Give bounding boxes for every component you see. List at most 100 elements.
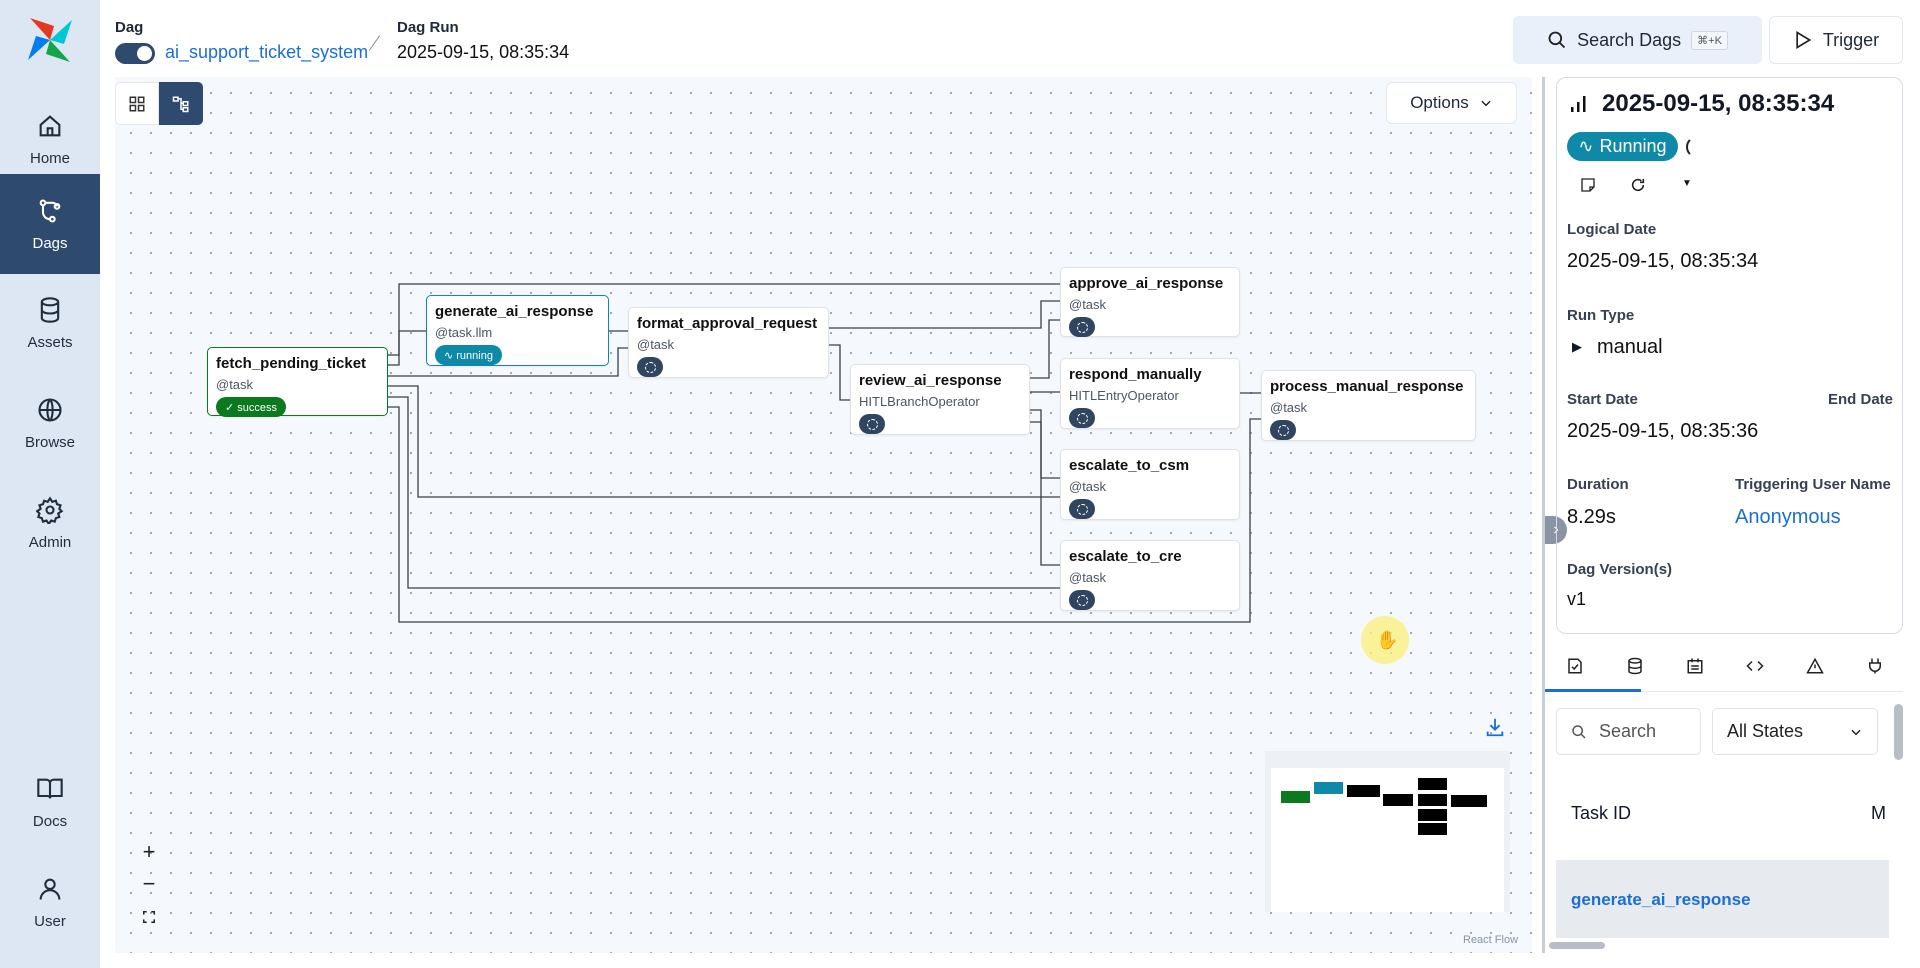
minimap-node xyxy=(1383,794,1413,806)
book-icon xyxy=(37,778,63,799)
task-node-respond-manually[interactable]: respond_manually HITLEntryOperator xyxy=(1060,358,1240,429)
table-row[interactable]: generate_ai_response xyxy=(1556,860,1889,938)
gear-icon xyxy=(36,495,64,524)
task-id-link[interactable]: generate_ai_response xyxy=(1571,890,1751,909)
state-badge-none xyxy=(1270,420,1296,440)
triggering-user-link[interactable]: Anonymous xyxy=(1735,506,1841,528)
task-node-approve-ai-response[interactable]: approve_ai_response @task xyxy=(1060,267,1240,337)
sidebar-item-admin[interactable]: Admin xyxy=(0,473,100,573)
loading-spinner xyxy=(1686,136,1708,158)
plug-icon xyxy=(1869,658,1881,674)
shortcut-hint: ⌘+K xyxy=(1691,30,1728,50)
sidebar-item-assets[interactable]: Assets xyxy=(0,273,100,373)
sidebar: Home Dags Assets Browse Admin Docs User xyxy=(0,0,100,968)
task-node-escalate-to-cre[interactable]: escalate_to_cre @task xyxy=(1060,540,1240,611)
cursor-highlight xyxy=(1361,616,1409,664)
user-icon xyxy=(39,878,61,900)
triggering-user-label: Triggering User Name xyxy=(1735,476,1891,493)
airflow-logo[interactable] xyxy=(26,16,74,64)
task-node-format-approval-request[interactable]: format_approval_request @task xyxy=(628,307,829,378)
dag-label: Dag xyxy=(115,19,144,36)
state-badge-none xyxy=(1069,499,1095,519)
task-node-process-manual-response[interactable]: process_manual_response @task xyxy=(1261,370,1476,441)
dag-run-details-card xyxy=(1556,77,1903,634)
download-icon[interactable] xyxy=(1484,716,1506,738)
column-header-m[interactable]: M xyxy=(1871,803,1886,823)
chevron-down-icon xyxy=(1481,100,1491,107)
task-node-review-ai-response[interactable]: review_ai_response HITLBranchOperator xyxy=(850,364,1030,435)
task-search-input[interactable]: Search xyxy=(1556,708,1701,755)
task-node-escalate-to-csm[interactable]: escalate_to_csm @task xyxy=(1060,449,1240,520)
panel-resize-handle[interactable] xyxy=(1542,77,1545,953)
options-button[interactable]: Options xyxy=(1386,82,1517,124)
warning-icon xyxy=(1806,657,1824,674)
breadcrumb-separator xyxy=(368,35,381,51)
sidebar-item-dags[interactable]: Dags xyxy=(0,174,100,274)
search-icon xyxy=(1548,31,1566,49)
play-icon xyxy=(1796,31,1812,49)
pulse-icon: ∿ xyxy=(1578,136,1594,156)
dag-pause-toggle[interactable] xyxy=(115,43,155,64)
globe-icon xyxy=(38,397,62,422)
clear-run-icon[interactable] xyxy=(1630,177,1646,193)
column-header-task-id[interactable]: Task ID xyxy=(1571,803,1632,823)
hand-cursor-icon: ✋ xyxy=(1376,630,1399,650)
minimap-node xyxy=(1451,795,1487,807)
graph-view-button[interactable] xyxy=(159,82,203,125)
tab-warnings[interactable] xyxy=(1785,650,1845,682)
assets-icon xyxy=(1628,657,1642,675)
tabs-divider xyxy=(1545,691,1903,692)
tab-task-instances[interactable] xyxy=(1545,650,1605,682)
database-icon xyxy=(40,296,60,323)
state-badge-none xyxy=(637,357,663,377)
graph-icon xyxy=(172,96,189,112)
sidebar-item-docs[interactable]: Docs xyxy=(0,752,100,852)
state-filter-select[interactable]: All States xyxy=(1712,708,1878,755)
code-icon xyxy=(1746,660,1764,672)
run-type-value: manual xyxy=(1597,336,1663,358)
vertical-scrollbar[interactable] xyxy=(1894,704,1903,760)
dag-version-value: v1 xyxy=(1567,589,1587,609)
tab-plugins[interactable] xyxy=(1845,650,1905,682)
end-date-label: End Date xyxy=(1827,391,1893,408)
trigger-button[interactable]: Trigger xyxy=(1769,16,1903,64)
grid-icon xyxy=(129,96,145,111)
search-icon xyxy=(1572,724,1586,739)
sidebar-item-home[interactable]: Home xyxy=(0,89,100,189)
search-dags-button[interactable]: Search Dags ⌘+K xyxy=(1513,16,1762,64)
minimap-node xyxy=(1347,785,1380,797)
minimap-node xyxy=(1418,778,1447,790)
tab-calendar[interactable] xyxy=(1665,650,1725,682)
active-tab-indicator xyxy=(1545,689,1641,692)
grid-view-button[interactable] xyxy=(115,82,159,125)
logical-date-value: 2025-09-15, 08:35:34 xyxy=(1567,250,1759,272)
zoom-in-button[interactable]: + xyxy=(142,839,156,864)
state-badge-none xyxy=(1069,317,1095,337)
sidebar-item-user[interactable]: User xyxy=(0,852,100,952)
dag-run-date: 2025-09-15, 08:35:34 xyxy=(397,42,570,62)
task-instances-icon xyxy=(1568,658,1582,674)
react-flow-attribution[interactable]: React Flow xyxy=(1463,934,1519,946)
minimap-node xyxy=(1418,794,1447,806)
more-actions-caret-icon[interactable]: ▼ xyxy=(1682,178,1692,189)
dags-icon xyxy=(39,198,61,223)
tab-assets[interactable] xyxy=(1605,650,1665,682)
task-node-generate-ai-response[interactable]: generate_ai_response @task.llm ∿ running xyxy=(426,295,609,366)
manual-run-icon: ▶ xyxy=(1572,339,1582,354)
note-icon[interactable] xyxy=(1580,177,1596,193)
duration-label: Duration xyxy=(1567,476,1629,493)
state-badge-success: ✓ success xyxy=(216,397,287,417)
dag-run-label: Dag Run xyxy=(397,19,459,36)
state-badge-none xyxy=(1069,590,1095,610)
dag-link[interactable]: ai_support_ticket_system xyxy=(165,42,369,62)
zoom-out-button[interactable]: − xyxy=(142,871,156,896)
minimap-node xyxy=(1281,791,1310,803)
horizontal-scrollbar[interactable] xyxy=(1549,942,1605,949)
sidebar-item-browse[interactable]: Browse xyxy=(0,373,100,473)
run-title: 2025-09-15, 08:35:34 xyxy=(1602,90,1835,117)
bar-chart-icon xyxy=(1571,96,1586,112)
fit-view-button[interactable] xyxy=(134,902,164,932)
tab-code[interactable] xyxy=(1725,650,1785,682)
task-node-fetch-pending-ticket[interactable]: fetch_pending_ticket @task ✓ success xyxy=(207,347,388,417)
minimap[interactable] xyxy=(1265,751,1510,912)
